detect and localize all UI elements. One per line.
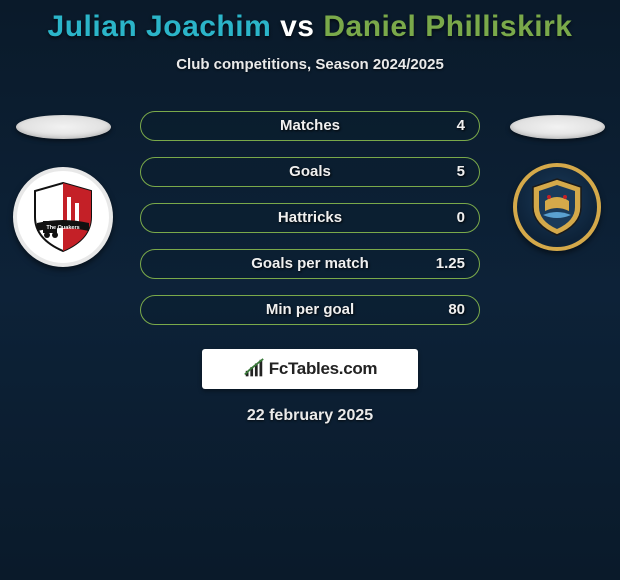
player2-avatar-placeholder xyxy=(510,115,605,139)
stat-label: Goals per match xyxy=(251,255,369,272)
stat-right-value: 1.25 xyxy=(436,255,465,272)
subtitle: Club competitions, Season 2024/2025 xyxy=(0,56,620,73)
stat-right-value: 80 xyxy=(448,301,465,318)
stat-right-value: 0 xyxy=(457,209,465,226)
brand-link[interactable]: FcTables.com xyxy=(202,349,418,389)
vs-label: vs xyxy=(280,10,314,43)
page-title: Julian Joachim vs Daniel Philliskirk xyxy=(0,0,620,46)
footer-date: 22 february 2025 xyxy=(0,407,620,425)
stat-label: Hattricks xyxy=(278,209,342,226)
right-column xyxy=(502,111,612,251)
southport-crest-icon xyxy=(525,175,589,239)
stat-right-value: 5 xyxy=(457,163,465,180)
bar-chart-icon xyxy=(243,358,265,380)
brand-text: FcTables.com xyxy=(269,359,378,379)
stat-row-matches: Matches 4 xyxy=(140,111,480,141)
stat-label: Matches xyxy=(280,117,340,134)
stat-row-min-per-goal: Min per goal 80 xyxy=(140,295,480,325)
player2-club-badge xyxy=(513,163,601,251)
stat-right-value: 4 xyxy=(457,117,465,134)
player1-name: Julian Joachim xyxy=(48,10,272,43)
darlington-crest-icon: The Quakers xyxy=(23,177,103,257)
stat-label: Min per goal xyxy=(266,301,354,318)
stat-row-goals: Goals 5 xyxy=(140,157,480,187)
player1-club-badge: The Quakers xyxy=(13,167,113,267)
svg-text:The Quakers: The Quakers xyxy=(46,225,79,231)
content-area: The Quakers Matches 4 Goals 5 xyxy=(0,111,620,425)
left-column: The Quakers xyxy=(8,111,118,267)
stats-list: Matches 4 Goals 5 Hattricks 0 Goals per … xyxy=(140,111,480,325)
stat-row-hattricks: Hattricks 0 xyxy=(140,203,480,233)
stat-label: Goals xyxy=(289,163,331,180)
player1-avatar-placeholder xyxy=(16,115,111,139)
stat-row-goals-per-match: Goals per match 1.25 xyxy=(140,249,480,279)
player2-name: Daniel Philliskirk xyxy=(323,10,572,43)
